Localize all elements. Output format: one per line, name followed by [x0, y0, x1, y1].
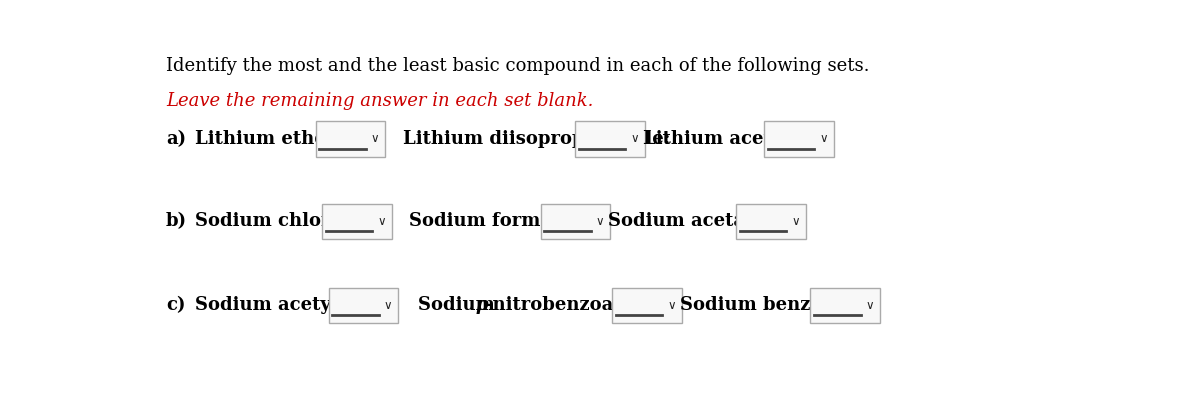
Text: a): a)	[166, 130, 186, 148]
Text: Sodium acetylide:: Sodium acetylide:	[194, 296, 376, 314]
Text: Lithium acetate:: Lithium acetate:	[643, 130, 810, 148]
FancyBboxPatch shape	[316, 122, 385, 156]
Text: Leave the remaining answer in each set blank.: Leave the remaining answer in each set b…	[166, 92, 593, 110]
Text: Lithium diisopropylamide:: Lithium diisopropylamide:	[403, 130, 671, 148]
FancyBboxPatch shape	[322, 204, 391, 239]
Text: Lithium ethoxide:: Lithium ethoxide:	[194, 130, 374, 148]
FancyBboxPatch shape	[736, 204, 805, 239]
Text: ∨: ∨	[384, 299, 392, 312]
Text: ∨: ∨	[371, 133, 379, 145]
Text: Identify the most and the least basic compound in each of the following sets.: Identify the most and the least basic co…	[166, 57, 869, 75]
Text: Sodium chloride:: Sodium chloride:	[194, 212, 367, 230]
FancyBboxPatch shape	[764, 122, 834, 156]
Text: ∨: ∨	[377, 215, 386, 228]
FancyBboxPatch shape	[612, 287, 682, 323]
Text: ∨: ∨	[667, 299, 676, 312]
Text: p: p	[476, 296, 488, 314]
FancyBboxPatch shape	[329, 287, 398, 323]
Text: Sodium benzoate:: Sodium benzoate:	[680, 296, 860, 314]
Text: ∨: ∨	[791, 215, 799, 228]
Text: ∨: ∨	[820, 133, 828, 145]
FancyBboxPatch shape	[575, 122, 644, 156]
Text: -nitrobenzoate:: -nitrobenzoate:	[485, 296, 640, 314]
FancyBboxPatch shape	[810, 287, 880, 323]
Text: Sodium acetate:: Sodium acetate:	[607, 212, 770, 230]
Text: ∨: ∨	[865, 299, 874, 312]
Text: Sodium: Sodium	[418, 296, 500, 314]
Text: c): c)	[166, 296, 185, 314]
Text: b): b)	[166, 212, 187, 230]
Text: Sodium formate:: Sodium formate:	[408, 212, 578, 230]
Text: ∨: ∨	[596, 215, 605, 228]
FancyBboxPatch shape	[540, 204, 611, 239]
Text: ∨: ∨	[630, 133, 638, 145]
